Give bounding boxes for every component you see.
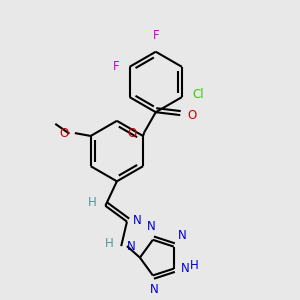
Text: H: H — [190, 259, 198, 272]
Text: N: N — [133, 214, 142, 227]
Text: N: N — [181, 262, 190, 275]
Text: N: N — [178, 229, 187, 242]
Text: O: O — [128, 127, 137, 140]
Text: H: H — [105, 237, 114, 250]
Text: N: N — [127, 240, 136, 253]
Text: N: N — [150, 283, 159, 296]
Text: N: N — [147, 220, 156, 232]
Text: H: H — [88, 196, 97, 209]
Text: F: F — [113, 60, 119, 73]
Text: O: O — [188, 109, 197, 122]
Text: O: O — [59, 127, 68, 140]
Text: Cl: Cl — [192, 88, 204, 101]
Text: F: F — [152, 29, 159, 42]
